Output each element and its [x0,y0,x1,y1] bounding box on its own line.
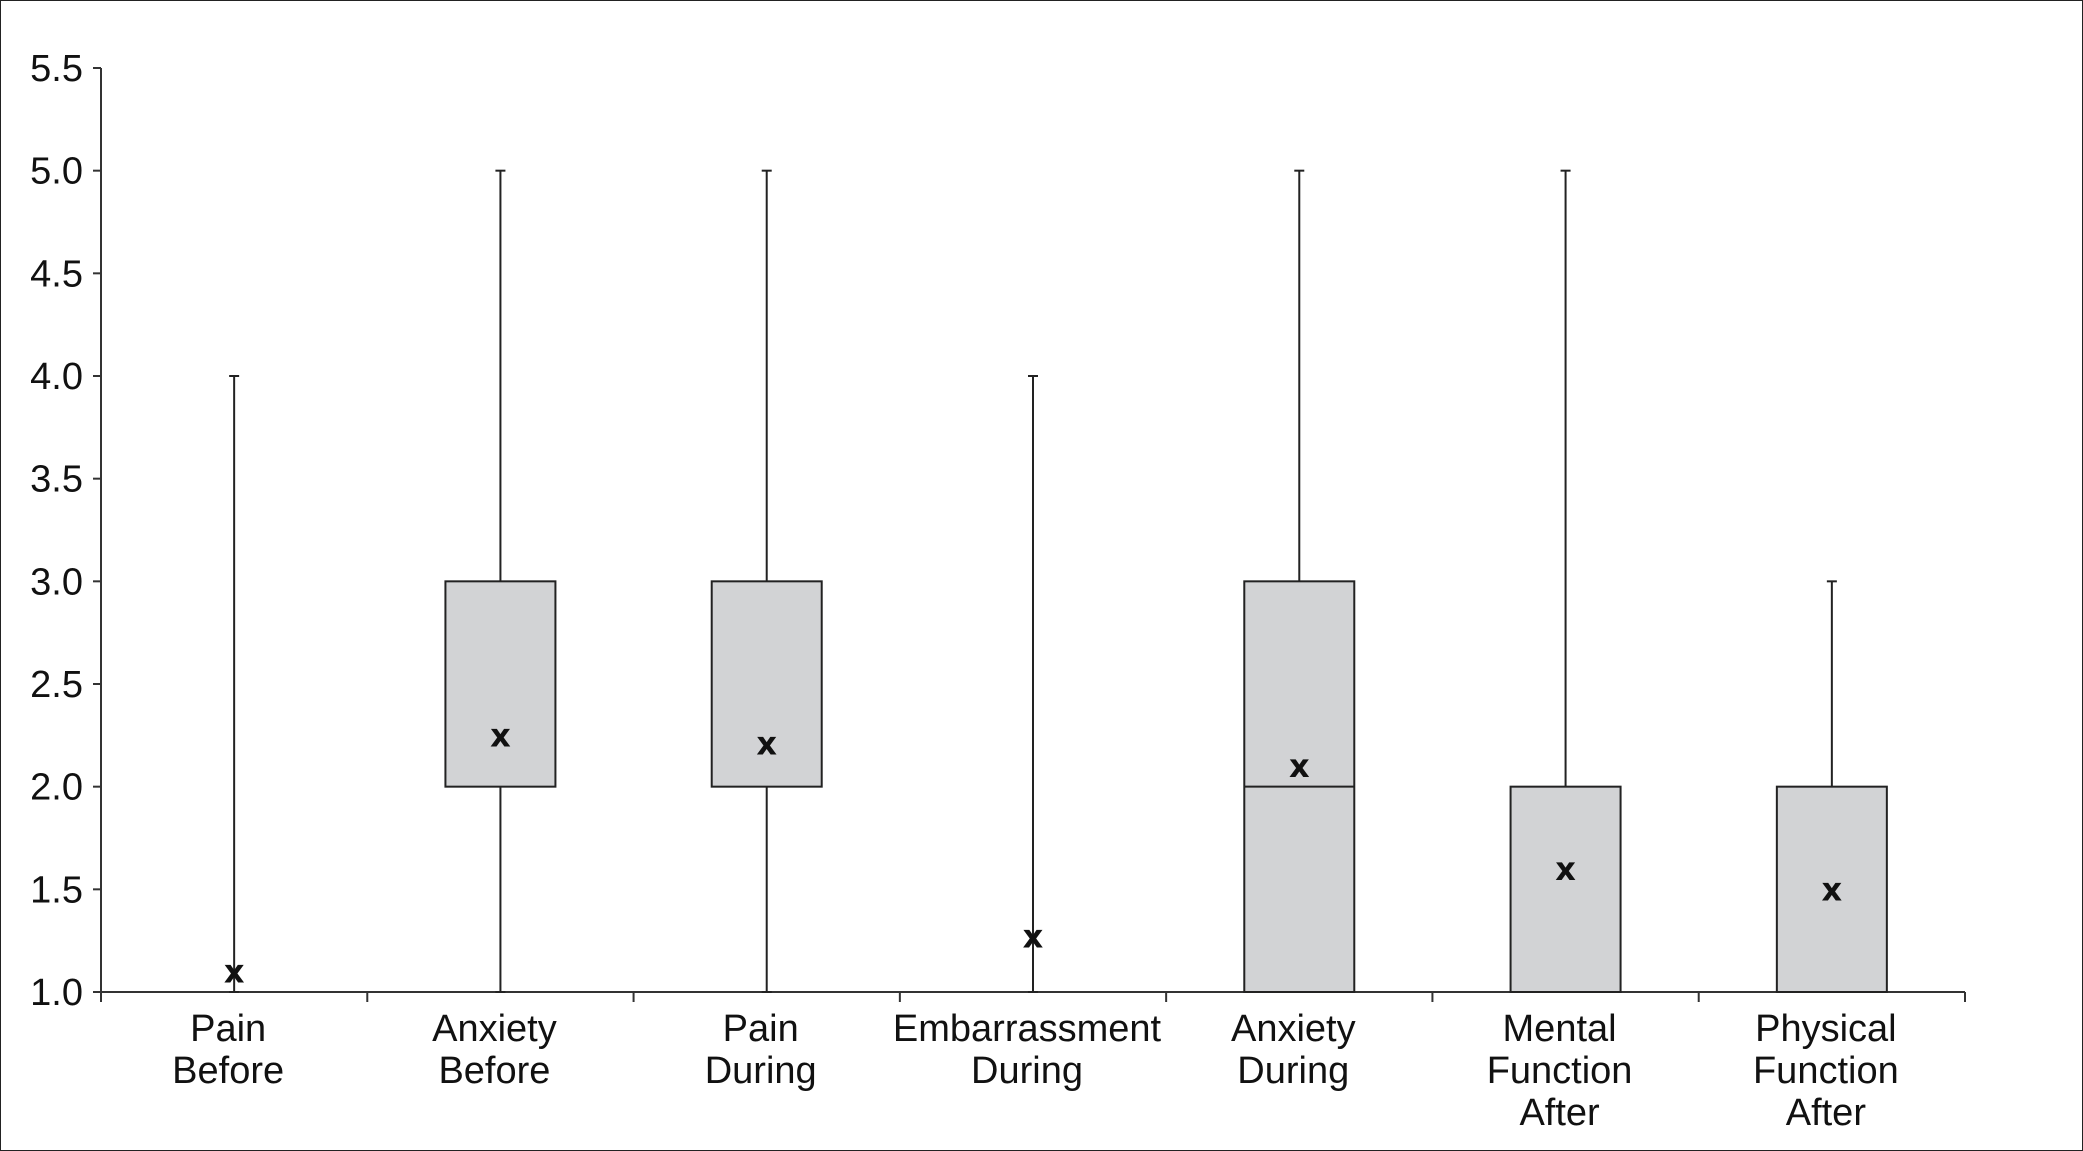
mean-marker: x [1555,850,1576,888]
x-category-label: Before [172,1050,284,1092]
x-category-label: After [1519,1092,1600,1134]
x-category-label: Physical [1755,1008,1897,1050]
mean-marker: x [1822,870,1843,908]
mean-marker: x [1023,918,1044,956]
iqr-box [710,580,823,788]
iqr-box [1509,785,1622,994]
y-tick-label: 3.5 [30,459,83,501]
x-category-label: After [1786,1092,1867,1134]
iqr-box [1775,785,1888,994]
y-tick-label: 4.0 [30,356,83,398]
x-category-label: Pain [723,1008,799,1050]
x-category-label: During [971,1050,1083,1092]
mean-marker: x [490,716,511,754]
x-category-label: During [1237,1050,1349,1092]
x-category-label: Function [1487,1050,1633,1092]
iqr-box [444,580,557,788]
y-tick-label: 1.0 [30,972,83,1014]
mean-marker: x [224,952,245,990]
mean-marker: x [1289,747,1310,785]
y-tick-label: 1.5 [30,869,83,911]
x-category-label: Before [438,1050,550,1092]
x-category-label: Pain [190,1008,266,1050]
y-tick-label: 4.5 [30,253,83,295]
x-category-label: During [705,1050,817,1092]
x-category-label: Anxiety [432,1008,557,1050]
y-tick-label: 2.0 [30,767,83,809]
y-tick-label: 2.5 [30,664,83,706]
mean-marker: x [756,725,777,763]
x-category-label: Mental [1503,1008,1617,1050]
x-category-label: Embarrassment [893,1008,1162,1050]
x-category-label: Anxiety [1231,1008,1356,1050]
x-category-label: Function [1753,1050,1899,1092]
y-tick-label: 3.0 [30,561,83,603]
y-tick-label: 5.0 [30,151,83,193]
y-tick-label: 5.5 [30,48,83,90]
